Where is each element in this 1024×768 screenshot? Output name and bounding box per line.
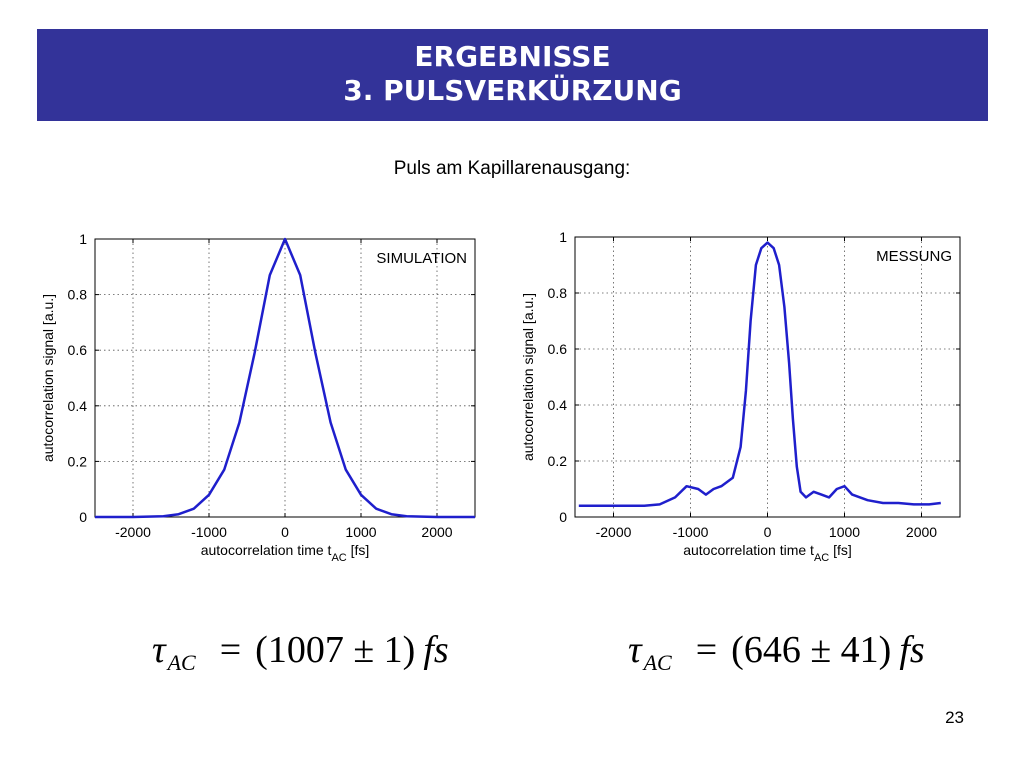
y-tick-label: 1 [559,229,567,245]
x-axis-label: autocorrelation time tAC [fs] [683,542,852,564]
x-tick-label: 1000 [345,524,376,540]
x-tick-label: -2000 [596,524,632,540]
y-tick-label: 0.8 [68,287,88,303]
chart-annotation: MESSUNG [876,248,952,265]
x-axis-label: autocorrelation time tAC [fs] [201,542,370,564]
chart-annotation: SIMULATION [376,250,467,267]
formula-simulation: τAC = (1007 ± 1) fs [152,628,449,675]
y-axis-label: autocorrelation signal [a.u.] [520,293,536,461]
y-tick-label: 0.2 [548,453,568,469]
y-tick-label: 0 [559,509,567,525]
formula-symbol: τ [628,629,642,671]
y-tick-label: 0.6 [68,342,88,358]
simulation-chart: -2000 -1000 0 1000 2000 0 0.2 0.4 0.6 0.8 1 autocor… [40,231,476,564]
y-tick-label: 0 [79,509,87,525]
title-line-2: 3. PULSVERKÜRZUNG [343,74,682,107]
x-tick-label: 0 [281,524,289,540]
formula-equals: = [219,629,242,671]
y-tick-label: 0.2 [68,453,88,469]
y-tick-label: 0.4 [548,397,568,413]
page-number: 23 [945,708,964,727]
y-tick-label: 0.4 [68,398,88,414]
x-tick-label: -2000 [115,524,151,540]
x-tick-label: 2000 [421,524,452,540]
y-tick-label: 0.8 [548,285,568,301]
formula-unit: fs [423,629,449,671]
formula-subscript: AC [643,650,672,675]
formula-equals: = [695,629,718,671]
formula-value: (646 ± 41) [731,629,892,671]
title-bar: ERGEBNISSE 3. PULSVERKÜRZUNG [37,29,988,121]
series-line [578,241,941,508]
formula-measurement: τAC = (646 ± 41) fs [628,628,925,675]
formula-unit: fs [899,629,925,671]
x-tick-label: 2000 [906,524,937,540]
x-tick-label: -1000 [673,524,709,540]
x-tick-label: -1000 [191,524,227,540]
y-tick-label: 1 [79,231,87,247]
slide-subtitle: Puls am Kapillarenausgang: [393,158,631,179]
x-tick-label: 1000 [829,524,860,540]
measurement-chart: -2000 -1000 0 1000 2000 0 0.2 0.4 0.6 0.8 1 autocor… [520,229,961,564]
x-tick-label: 0 [764,524,772,540]
title-line-1: ERGEBNISSE [414,40,611,73]
formula-value: (1007 ± 1) [255,629,416,671]
y-axis-label: autocorrelation signal [a.u.] [40,294,56,462]
formula-subscript: AC [167,650,196,675]
y-tick-label: 0.6 [548,341,568,357]
formula-symbol: τ [152,629,166,671]
